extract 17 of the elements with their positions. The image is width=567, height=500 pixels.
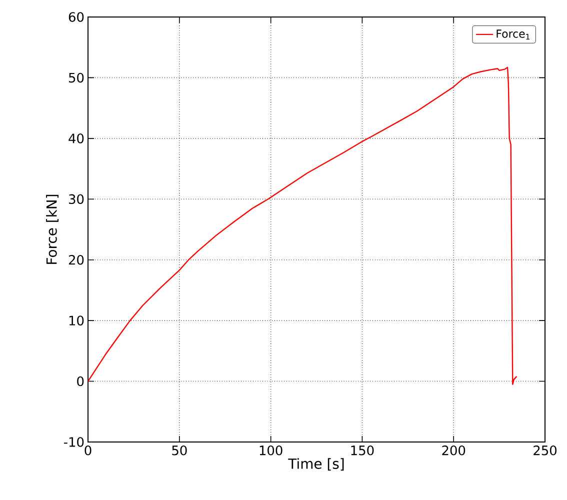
- x-axis-title: Time [s]: [288, 458, 344, 471]
- y-tick-label: 10: [69, 316, 84, 326]
- y-axis-title: Force [kN]: [46, 194, 58, 264]
- y-tick-label: 40: [68, 134, 84, 144]
- y-tick-label: 50: [69, 72, 84, 83]
- x-tick-label: 100: [260, 446, 282, 456]
- y-tick-label: 20: [68, 254, 84, 265]
- x-tick-label: 0: [84, 446, 92, 456]
- y-tick-label: 0: [77, 376, 84, 386]
- x-tick-label: 150: [351, 446, 374, 456]
- x-tick-label: 50: [172, 446, 187, 456]
- x-tick-label: 250: [534, 446, 556, 456]
- y-tick-label: 60: [68, 12, 84, 22]
- x-tick-label: 200: [442, 446, 466, 456]
- y-tick-label: -10: [64, 437, 84, 447]
- legend-label: Force$_{1}$: [496, 30, 530, 40]
- y-tick-label: 30: [68, 194, 84, 204]
